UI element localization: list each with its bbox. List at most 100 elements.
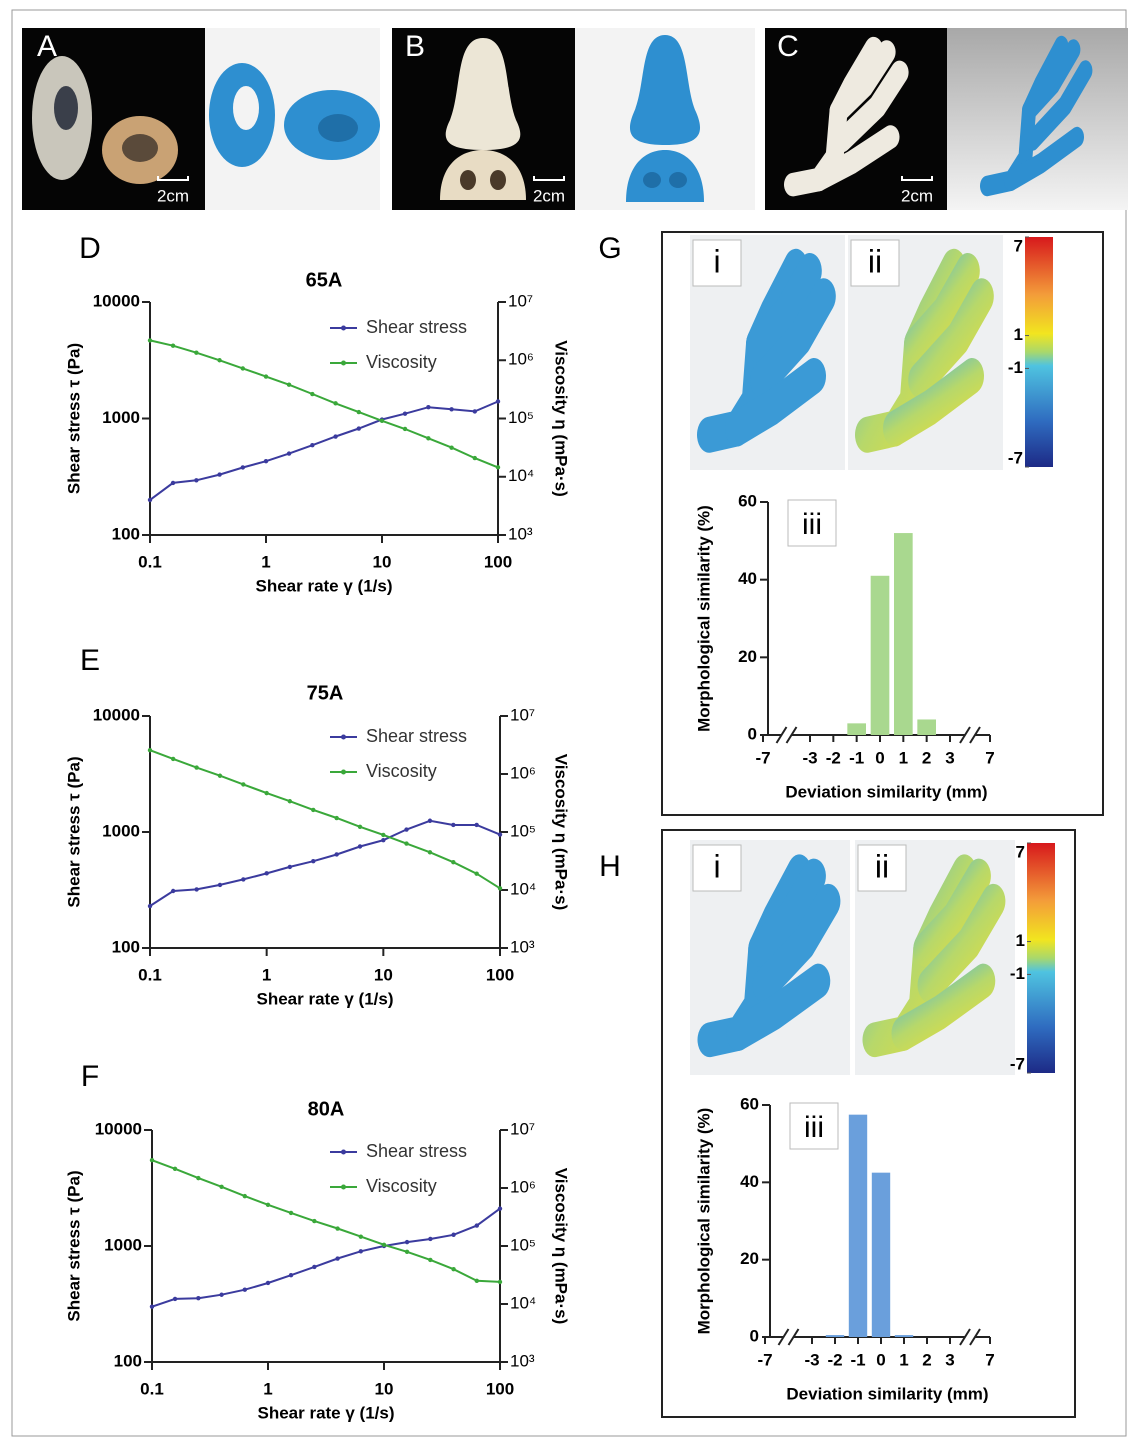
data-point xyxy=(312,1218,317,1224)
y2-tick-label: 10³ xyxy=(510,937,535,956)
deviation-map-stroke xyxy=(917,883,1006,1003)
data-point xyxy=(381,832,386,838)
data-point xyxy=(497,832,503,837)
y2-tick-label: 10⁶ xyxy=(510,763,536,782)
ear-model-hole xyxy=(233,86,259,130)
data-point xyxy=(497,1206,503,1211)
colorbar xyxy=(1027,843,1055,1073)
data-point xyxy=(194,765,199,770)
data-point xyxy=(474,822,479,828)
x-tick-label: 0.1 xyxy=(140,1379,164,1398)
inset-label: ii xyxy=(868,243,882,279)
deviation-map-stroke xyxy=(882,357,985,447)
series-line xyxy=(149,819,501,907)
data-point xyxy=(286,382,292,387)
x-tick-label: 7 xyxy=(985,1350,994,1369)
bar xyxy=(871,1172,891,1337)
x-tick-label: 100 xyxy=(486,965,514,984)
legend-label: Shear stress xyxy=(366,726,467,746)
panel-letter: G xyxy=(598,232,621,265)
legend-marker xyxy=(341,325,346,331)
panel-letter: C xyxy=(777,30,799,63)
data-point xyxy=(402,426,408,432)
x-tick-label: 10 xyxy=(375,1379,394,1398)
y2-tick-label: 10⁷ xyxy=(510,1119,535,1138)
nostril-model xyxy=(643,172,661,188)
y-tick-label: 1000 xyxy=(102,821,140,840)
axis-break xyxy=(775,726,788,744)
nostril xyxy=(460,170,476,190)
data-point xyxy=(242,1287,248,1292)
series-line xyxy=(151,1159,501,1283)
x-axis-label: Shear rate γ (1/s) xyxy=(257,1403,394,1422)
data-point xyxy=(286,451,292,456)
data-point xyxy=(427,818,433,823)
data-point xyxy=(451,822,456,828)
legend-label: Viscosity xyxy=(366,352,437,372)
chart-title: 65A xyxy=(306,269,343,291)
panel-box xyxy=(661,231,1104,816)
legend-label: Viscosity xyxy=(366,761,437,781)
nostril-model xyxy=(669,172,687,188)
y2-tick-label: 10⁷ xyxy=(510,705,535,724)
y-tick-label: 1000 xyxy=(102,408,140,427)
data-point xyxy=(357,824,363,829)
data-point xyxy=(449,445,454,450)
y-tick-label: 10000 xyxy=(93,291,140,310)
bar xyxy=(894,1335,914,1337)
y-axis-label: Shear stress τ (Pa) xyxy=(64,1170,83,1321)
y-tick-label: 40 xyxy=(738,569,757,588)
data-point xyxy=(265,1280,271,1286)
axis-break xyxy=(959,726,971,744)
colorbar-label: 7 xyxy=(1014,236,1023,255)
data-point xyxy=(170,888,176,894)
x-tick-label: 100 xyxy=(484,552,512,571)
x-tick-label: 2 xyxy=(922,748,931,767)
y-tick-label: 1000 xyxy=(104,1235,142,1254)
scan-model-stroke xyxy=(726,963,831,1051)
legend-marker xyxy=(341,734,346,740)
nose-model xyxy=(629,35,701,145)
bar xyxy=(847,723,866,735)
data-point xyxy=(147,903,153,909)
data-point xyxy=(241,782,246,787)
colorbar-label: -7 xyxy=(1008,448,1023,467)
data-point xyxy=(219,1184,224,1189)
data-point xyxy=(335,1256,340,1261)
nose-model-base xyxy=(626,150,704,202)
annotation: iii xyxy=(802,508,822,541)
inset-label: ii xyxy=(875,848,889,884)
data-point xyxy=(149,1157,155,1163)
series-line xyxy=(149,339,499,469)
x-tick-label: 10 xyxy=(374,965,393,984)
hand-photo xyxy=(783,36,909,197)
legend-label: Viscosity xyxy=(366,1176,437,1196)
data-point xyxy=(334,852,339,857)
panel-letter: H xyxy=(599,850,621,883)
model-background xyxy=(947,28,1128,210)
data-point xyxy=(287,799,293,804)
data-point xyxy=(147,497,153,503)
data-point xyxy=(241,877,246,882)
x-tick-label: 1 xyxy=(899,1350,908,1369)
y-tick-label: 100 xyxy=(112,937,140,956)
data-point xyxy=(356,426,362,431)
y-tick-label: 10000 xyxy=(93,705,140,724)
chart-title: 75A xyxy=(307,682,344,704)
y-tick-label: 100 xyxy=(114,1351,142,1370)
y2-tick-label: 10⁵ xyxy=(510,821,536,840)
x-tick-label: 0.1 xyxy=(138,552,162,571)
hand-model-stroke xyxy=(1025,60,1093,151)
data-point xyxy=(358,1234,364,1239)
data-point xyxy=(426,405,431,410)
panel-letter: A xyxy=(37,30,57,63)
data-point xyxy=(264,871,269,876)
deviation-map-stroke xyxy=(913,858,991,967)
panel-box xyxy=(661,829,1076,1418)
annotation-box xyxy=(789,1102,839,1150)
chart-title: 80A xyxy=(308,1098,345,1120)
ear-photo-hole xyxy=(122,134,158,162)
scan-model-stroke xyxy=(745,252,822,363)
x-tick-label: 1 xyxy=(899,748,908,767)
